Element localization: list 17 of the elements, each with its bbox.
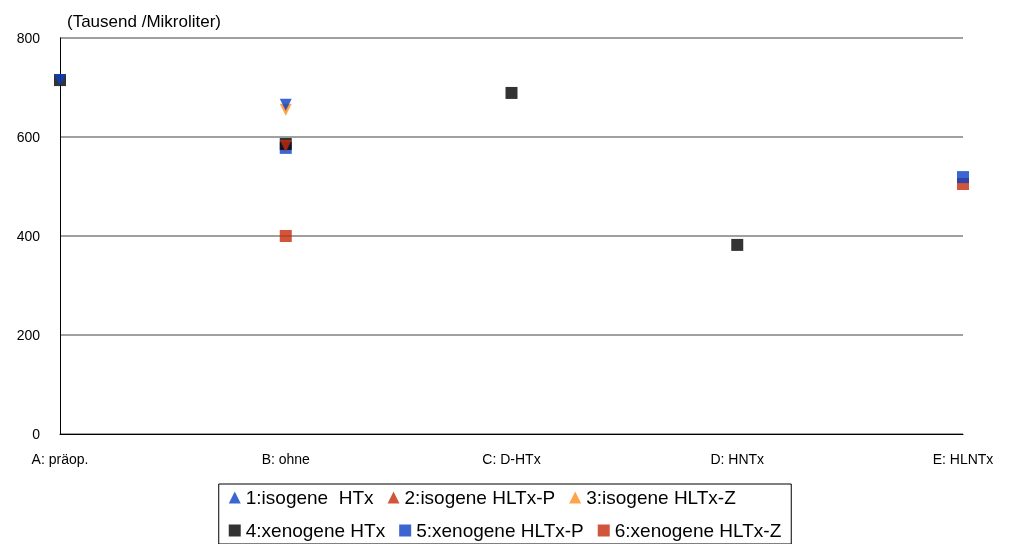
x-tick-label: C: D-HTx [482, 451, 541, 467]
legend-label: 6:xenogene HLTx-Z [614, 520, 782, 541]
x-tick-label: E: HLNTx [932, 451, 994, 467]
x-tick-label: D: HNTx [710, 451, 765, 467]
y-axis-title: (Tausend /Mikroliter) [67, 12, 221, 31]
legend-label: 1:isogene HTx [245, 487, 375, 508]
legend-label: 2:isogene HLTx-P [404, 487, 556, 508]
x-tick-label: B: ohne [261, 451, 311, 467]
legend-label: 4:xenogene HTx [245, 520, 386, 541]
x-tick-label: A: präop. [31, 451, 89, 467]
y-tick-label: 600 [16, 129, 41, 145]
y-tick-label: 800 [16, 30, 41, 46]
y-tick-label: 200 [16, 327, 41, 343]
y-tick-label: 0 [32, 426, 41, 442]
y-tick-label: 400 [16, 228, 41, 244]
legend-label: 5:xenogene HLTx-P [416, 520, 584, 541]
legend-label: 3:isogene HLTx-Z [586, 487, 737, 508]
